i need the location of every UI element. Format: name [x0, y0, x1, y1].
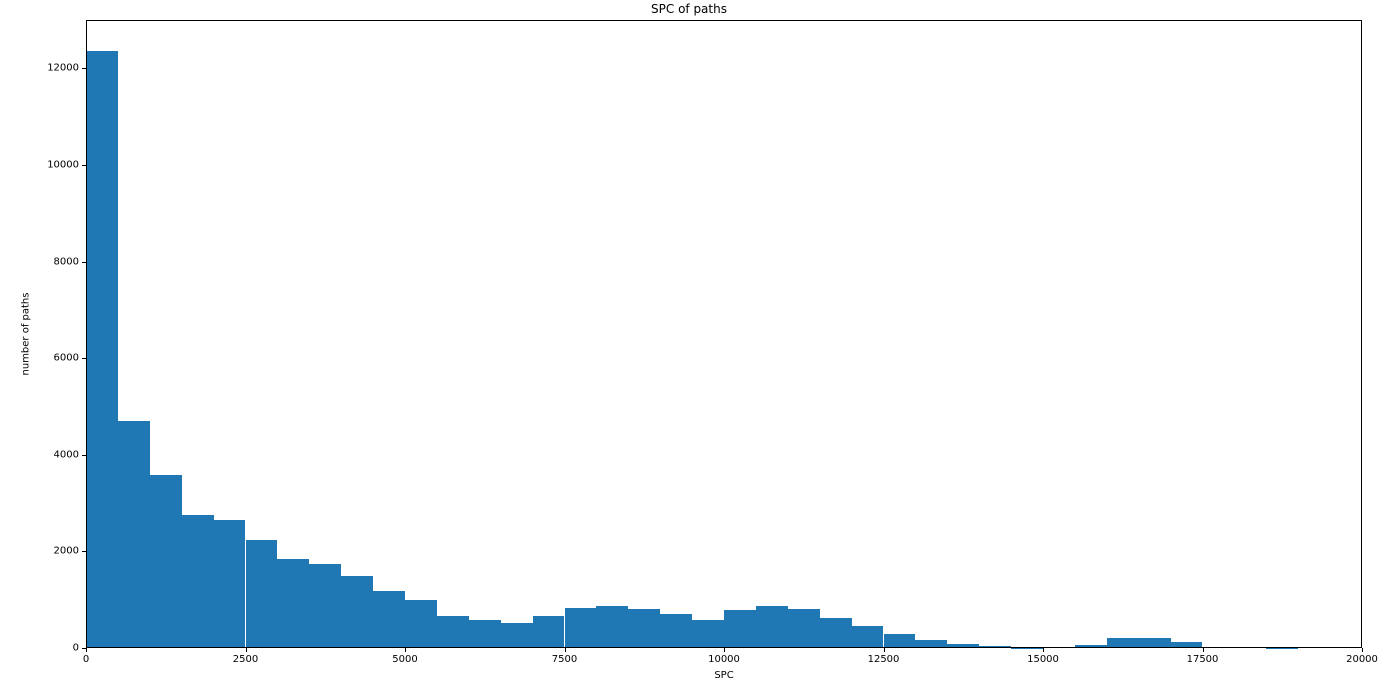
histogram-bar: [756, 606, 788, 648]
histogram-bar: [118, 421, 150, 648]
histogram-bar: [788, 609, 820, 648]
x-tick-mark: [246, 648, 247, 652]
x-tick-mark: [724, 648, 725, 652]
x-tick-label: 2500: [233, 654, 258, 665]
histogram-bar: [692, 620, 724, 649]
y-tick-mark: [82, 165, 86, 166]
y-tick-label: 2000: [54, 546, 79, 557]
x-tick-mark: [1043, 648, 1044, 652]
figure: SPC of paths 0 2500 5000 7500 10000 12500 1500…: [0, 0, 1378, 696]
histogram-bar: [724, 610, 756, 648]
plot-area: [86, 20, 1362, 648]
histogram-bar: [214, 520, 246, 648]
histogram-bar: [596, 606, 628, 649]
histogram-bar: [405, 600, 437, 648]
x-tick-label: 0: [83, 654, 89, 665]
x-tick-mark: [405, 648, 406, 652]
x-tick-label: 7500: [552, 654, 577, 665]
histogram-bar: [820, 618, 852, 648]
histogram-bar: [628, 609, 660, 648]
histogram-bar: [150, 475, 182, 648]
histogram-bar: [501, 623, 533, 648]
y-tick-mark: [82, 455, 86, 456]
y-tick-mark: [82, 358, 86, 359]
y-tick-label: 6000: [54, 353, 79, 364]
histogram-bar: [182, 515, 214, 648]
x-tick-label: 20000: [1346, 654, 1378, 665]
histogram-bar: [660, 614, 692, 648]
y-tick-mark: [82, 648, 86, 649]
histogram-bar: [373, 591, 405, 648]
x-tick-mark: [1203, 648, 1204, 652]
histogram-bar: [86, 51, 118, 648]
histogram-bar: [884, 634, 916, 648]
top-spine: [86, 20, 1362, 21]
x-tick-label: 5000: [392, 654, 417, 665]
histogram-bar: [852, 626, 884, 648]
right-spine: [1361, 20, 1362, 648]
y-tick-label: 12000: [47, 63, 79, 74]
histogram-bar: [565, 608, 597, 648]
histogram-bar: [437, 616, 469, 648]
histogram-bar: [469, 620, 501, 649]
x-tick-label: 15000: [1027, 654, 1059, 665]
histogram-bar: [533, 616, 565, 648]
y-tick-label: 4000: [54, 449, 79, 460]
x-axis-label: SPC: [714, 670, 733, 681]
y-tick-mark: [82, 262, 86, 263]
x-tick-label: 12500: [868, 654, 900, 665]
y-tick-mark: [82, 551, 86, 552]
y-axis-label: number of paths: [21, 293, 32, 376]
histogram-bar: [341, 576, 373, 648]
y-tick-label: 10000: [47, 159, 79, 170]
y-tick-label: 0: [73, 643, 79, 654]
x-tick-label: 10000: [708, 654, 740, 665]
x-tick-mark: [884, 648, 885, 652]
x-tick-mark: [1362, 648, 1363, 652]
histogram-bar: [246, 540, 278, 648]
x-tick-label: 17500: [1187, 654, 1219, 665]
y-axis-spine: [86, 20, 87, 648]
histogram-bar: [309, 564, 341, 648]
y-tick-mark: [82, 68, 86, 69]
chart-title: SPC of paths: [0, 2, 1378, 16]
x-tick-mark: [86, 648, 87, 652]
histogram-bar: [277, 559, 309, 648]
x-tick-mark: [565, 648, 566, 652]
y-tick-label: 8000: [54, 256, 79, 267]
